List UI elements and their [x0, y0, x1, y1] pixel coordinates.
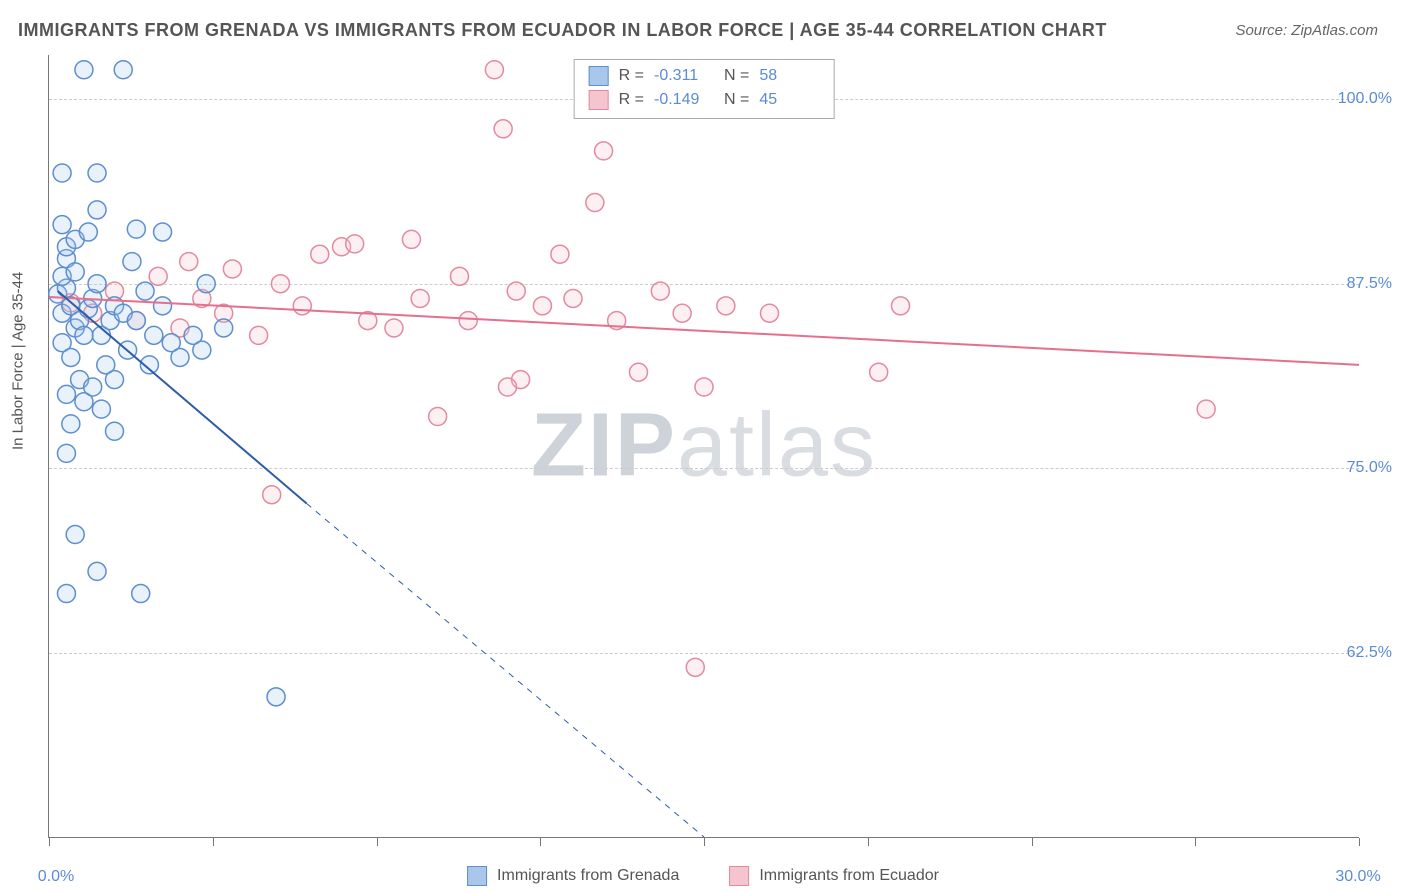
swatch-b-icon: [589, 90, 609, 110]
trend-line: [307, 504, 704, 837]
x-tick: [377, 838, 378, 846]
scatter-svg: [49, 55, 1359, 837]
data-point: [673, 304, 691, 322]
data-point: [75, 326, 93, 344]
data-point: [145, 326, 163, 344]
data-point: [630, 363, 648, 381]
data-point: [75, 61, 93, 79]
data-point: [686, 658, 704, 676]
data-point: [651, 282, 669, 300]
data-point: [66, 526, 84, 544]
data-point: [761, 304, 779, 322]
data-point: [127, 312, 145, 330]
data-point: [494, 120, 512, 138]
x-tick: [213, 838, 214, 846]
data-point: [411, 289, 429, 307]
data-point: [215, 319, 233, 337]
data-point: [346, 235, 364, 253]
data-point: [271, 275, 289, 293]
swatch-b2-icon: [729, 866, 749, 886]
data-point: [311, 245, 329, 263]
x-tick: [540, 838, 541, 846]
data-point: [551, 245, 569, 263]
data-point: [507, 282, 525, 300]
data-point: [263, 486, 281, 504]
data-point: [450, 267, 468, 285]
data-point: [88, 164, 106, 182]
source-label: Source: ZipAtlas.com: [1235, 22, 1378, 39]
x-tick-30: 30.0%: [1335, 868, 1380, 886]
data-point: [892, 297, 910, 315]
trend-line: [49, 297, 1359, 365]
data-point: [193, 341, 211, 359]
data-point: [402, 230, 420, 248]
plot-area: ZIPatlas R = -0.311 N = 58 R = -0.149 N …: [48, 55, 1359, 838]
data-point: [88, 562, 106, 580]
data-point: [57, 385, 75, 403]
data-point: [106, 422, 124, 440]
data-point: [149, 267, 167, 285]
data-point: [564, 289, 582, 307]
data-point: [180, 253, 198, 271]
x-tick: [1032, 838, 1033, 846]
data-point: [132, 585, 150, 603]
data-point: [88, 275, 106, 293]
x-tick: [49, 838, 50, 846]
chart-title: IMMIGRANTS FROM GRENADA VS IMMIGRANTS FR…: [18, 20, 1107, 41]
data-point: [250, 326, 268, 344]
legend-item-b: Immigrants from Ecuador: [729, 866, 939, 886]
series-a-name: Immigrants from Grenada: [497, 867, 679, 885]
data-point: [154, 223, 172, 241]
data-point: [870, 363, 888, 381]
series-b-name: Immigrants from Ecuador: [759, 867, 939, 885]
x-tick: [868, 838, 869, 846]
data-point: [57, 444, 75, 462]
data-point: [717, 297, 735, 315]
data-point: [154, 297, 172, 315]
data-point: [223, 260, 241, 278]
data-point: [595, 142, 613, 160]
data-point: [106, 371, 124, 389]
data-point: [459, 312, 477, 330]
data-point: [293, 297, 311, 315]
data-point: [267, 688, 285, 706]
data-point: [66, 263, 84, 281]
data-point: [127, 220, 145, 238]
data-point: [123, 253, 141, 271]
data-point: [53, 216, 71, 234]
data-point: [171, 348, 189, 366]
legend-row-b: R = -0.149 N = 45: [589, 88, 820, 112]
data-point: [79, 223, 97, 241]
data-point: [586, 194, 604, 212]
data-point: [197, 275, 215, 293]
correlation-legend: R = -0.311 N = 58 R = -0.149 N = 45: [574, 59, 835, 119]
data-point: [114, 61, 132, 79]
legend-row-a: R = -0.311 N = 58: [589, 64, 820, 88]
data-point: [485, 61, 503, 79]
data-point: [57, 585, 75, 603]
x-tick: [1195, 838, 1196, 846]
x-tick: [704, 838, 705, 846]
data-point: [62, 348, 80, 366]
data-point: [53, 164, 71, 182]
data-point: [88, 201, 106, 219]
x-tick: [1359, 838, 1360, 846]
x-tick-0: 0.0%: [38, 868, 74, 886]
swatch-a-icon: [589, 66, 609, 86]
series-legend: Immigrants from Grenada Immigrants from …: [467, 866, 939, 886]
data-point: [533, 297, 551, 315]
data-point: [695, 378, 713, 396]
data-point: [92, 400, 110, 418]
data-point: [1197, 400, 1215, 418]
data-point: [429, 407, 447, 425]
legend-item-a: Immigrants from Grenada: [467, 866, 679, 886]
swatch-a2-icon: [467, 866, 487, 886]
y-axis-title: In Labor Force | Age 35-44: [10, 272, 27, 450]
data-point: [385, 319, 403, 337]
data-point: [499, 378, 517, 396]
data-point: [62, 415, 80, 433]
data-point: [136, 282, 154, 300]
data-point: [84, 378, 102, 396]
